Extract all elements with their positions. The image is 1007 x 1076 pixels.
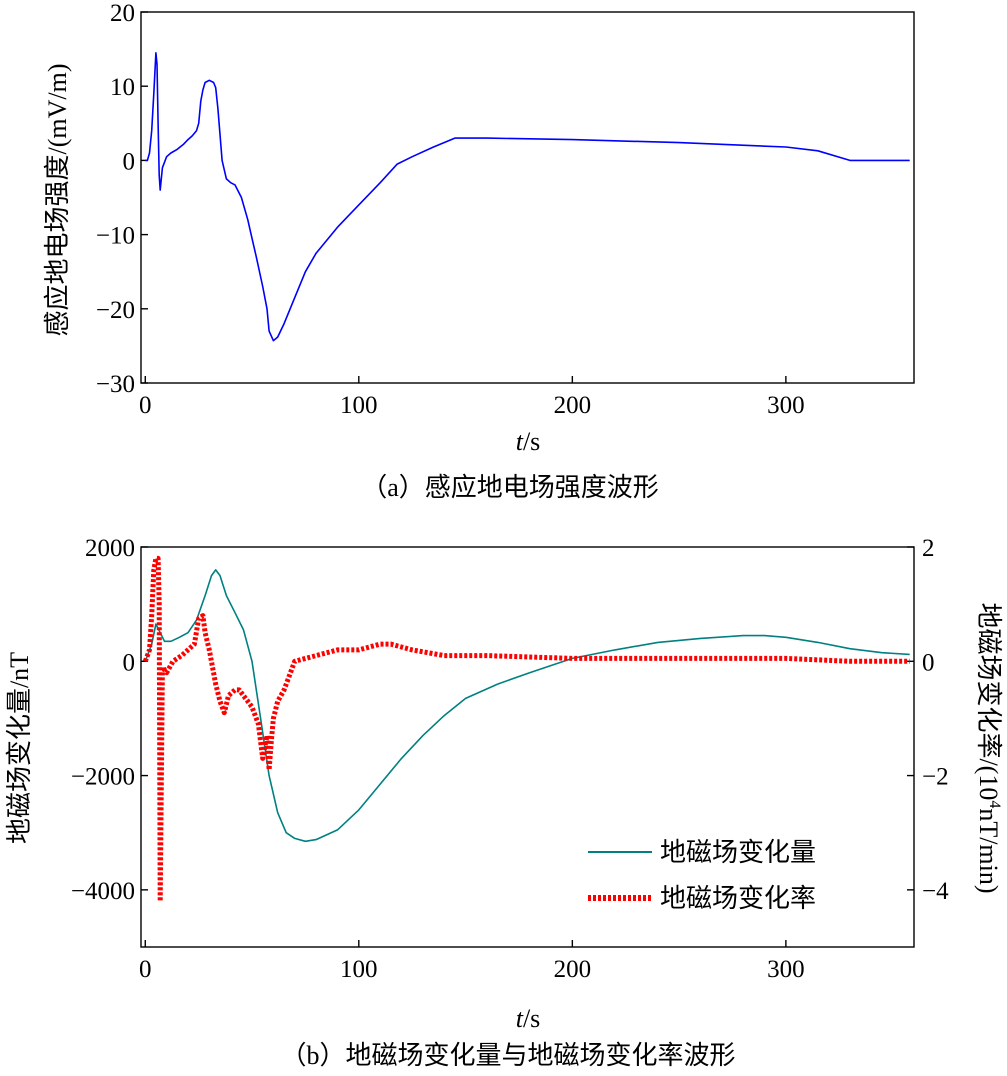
a-ytick-label: 10	[110, 74, 135, 101]
chart-b-xlabel: t/s	[516, 1004, 541, 1033]
chart-a-caption: （a）感应地电场强度波形	[361, 473, 659, 502]
a-series-line	[145, 51, 910, 342]
chart-b-xlabel-unit: /s	[523, 1004, 540, 1033]
chart-a-series	[145, 51, 910, 342]
b-ytick-left-label: −2000	[71, 764, 135, 791]
chart-a-xlabel-var: t	[516, 427, 524, 456]
b-ytick-right-label: −4	[922, 878, 949, 905]
a-ytick-label: −20	[96, 297, 135, 324]
a-ytick-label: 0	[123, 148, 136, 175]
b-ytick-left-label: −4000	[71, 878, 135, 905]
chart-b-series	[142, 555, 910, 904]
b-ytick-right-label: −2	[922, 764, 949, 791]
chart-b-legend: 地磁场变化量 地磁场变化率	[588, 838, 816, 913]
chart-a-ticks: 0 100 200 300 −30 −20 −10 0 10 20	[96, 0, 805, 419]
chart-b-ylabel-left: 地磁场变化量/nT	[5, 652, 34, 844]
chart-b-ticks: 0 100 200 300 −4000 −2000 0 2000 −4 −2 0 2	[71, 535, 949, 983]
chart-b-ylabel-right: 地磁场变化率/(104nT/min)	[974, 602, 1003, 893]
a-xtick-label: 300	[767, 392, 805, 419]
legend-label-magnitude: 地磁场变化量	[660, 838, 816, 867]
chart-b-ylabel-right-sup: 4	[986, 800, 1003, 808]
b-ytick-left-label: 2000	[85, 535, 135, 562]
chart-b-ylabel-right-pre: 地磁场变化率/(10	[974, 602, 1003, 800]
b-ytick-left-label: 0	[123, 649, 136, 676]
chart-b-caption: （b）地磁场变化量与地磁场变化率波形	[280, 1041, 735, 1070]
a-ytick-label: −10	[96, 223, 135, 250]
chart-b: 0 100 200 300 −4000 −2000 0 2000 −4 −2 0 2 地磁场变化量/n…	[5, 535, 1003, 1070]
plot-frame-a	[140, 11, 915, 384]
b-xtick-label: 300	[767, 956, 805, 983]
chart-a-ylabel: 感应地电场强度/(mV/m)	[43, 64, 72, 337]
legend-label-rate: 地磁场变化率	[660, 884, 816, 913]
b-xtick-label: 200	[554, 956, 592, 983]
a-xtick-label: 100	[340, 392, 378, 419]
b-xtick-label: 0	[139, 956, 152, 983]
chart-b-ylabel-right-post: nT/min)	[974, 808, 1003, 893]
plot-frame-b	[140, 546, 915, 948]
a-xtick-label: 0	[139, 392, 152, 419]
chart-b-xlabel-var: t	[516, 1004, 524, 1033]
a-xtick-label: 200	[554, 392, 592, 419]
chart-a-xlabel: t/s	[516, 427, 541, 456]
b-ytick-right-label: 2	[922, 535, 935, 562]
a-ytick-label: −30	[96, 371, 135, 398]
b-xtick-label: 100	[340, 956, 378, 983]
chart-a-xlabel-unit: /s	[523, 427, 540, 456]
a-ytick-label: 20	[110, 0, 135, 27]
b-series-rate-line	[142, 555, 910, 904]
b-series-magnitude-line	[144, 569, 910, 843]
b-ytick-right-label: 0	[922, 649, 935, 676]
